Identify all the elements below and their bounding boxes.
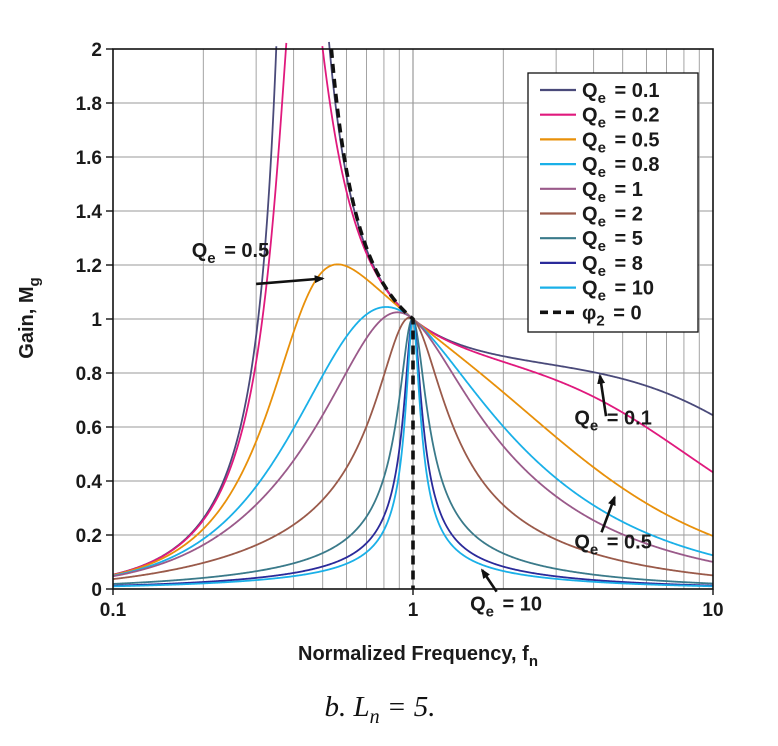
legend-label: Qe = 0.5 xyxy=(582,129,660,156)
series-group xyxy=(112,41,714,589)
annotation-label: Qe = 0.5 xyxy=(574,532,652,559)
y-axis-title: Gain, Mg xyxy=(16,277,43,358)
series-line-1 xyxy=(112,42,714,576)
legend-label: Qe = 10 xyxy=(582,278,654,305)
legend-box xyxy=(527,72,699,333)
series-line-phi2 xyxy=(329,48,415,589)
legend-label: Qe = 0.8 xyxy=(582,154,660,181)
annotation-arrow xyxy=(600,495,616,533)
x-tick-label: 1 xyxy=(408,600,419,621)
legend-label: Qe = 0.1 xyxy=(582,80,660,107)
annotation-arrow xyxy=(597,373,608,417)
legend-label: φ2 = 0 xyxy=(582,302,642,329)
legend-label: Qe = 8 xyxy=(582,253,643,280)
y-tick-label: 2 xyxy=(91,40,102,61)
annotation-arrow xyxy=(481,568,498,593)
legend: Qe = 0.1Qe = 0.2Qe = 0.5Qe = 0.8Qe = 1Qe… xyxy=(527,72,699,333)
y-tick-label: 0.6 xyxy=(76,418,102,439)
y-tick-label: 1.2 xyxy=(76,256,102,277)
y-tick-label: 0.2 xyxy=(76,526,102,547)
y-tick-label: 0.8 xyxy=(76,364,102,385)
figure-caption: b. Ln = 5. xyxy=(325,691,436,728)
annotation-arrow xyxy=(256,275,325,286)
y-tick-label: 1.4 xyxy=(76,202,103,223)
x-tick-label: 0.1 xyxy=(100,600,127,621)
y-tick-label: 0.4 xyxy=(76,472,103,493)
annotation-label: Qe = 0.5 xyxy=(192,240,270,267)
legend-label: Qe = 1 xyxy=(582,179,643,206)
tick-labels: 0 0.2 0.4 0.6 0.8 1 1.2 1.4 1.6 1.8 2 0.1 1 10 xyxy=(76,40,724,621)
annotation-label: Qe = 0.1 xyxy=(574,407,652,434)
y-tick-label: 1 xyxy=(91,310,102,331)
annotations: Qe = 0.5 Qe = 0.1 Qe = 0.5 Qe = 10 xyxy=(192,240,652,621)
x-tick-label: 10 xyxy=(702,600,723,621)
legend-label: Qe = 5 xyxy=(582,228,643,255)
legend-label: Qe = 2 xyxy=(582,204,643,231)
x-axis-title: Normalized Frequency, fn xyxy=(298,643,538,670)
y-tick-label: 0 xyxy=(91,580,102,601)
legend-label: Qe = 0.2 xyxy=(582,105,660,132)
y-tick-label: 1.6 xyxy=(76,148,102,169)
y-tick-label: 1.8 xyxy=(76,94,102,115)
annotation-label: Qe = 10 xyxy=(470,594,542,621)
